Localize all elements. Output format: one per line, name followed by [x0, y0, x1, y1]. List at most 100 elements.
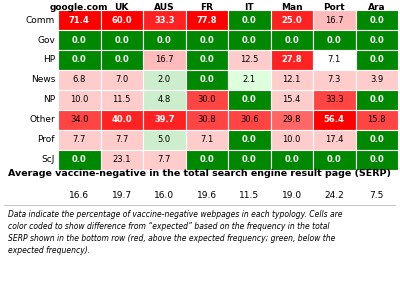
- Text: IT: IT: [244, 3, 254, 12]
- Text: 11.5: 11.5: [112, 95, 131, 104]
- Text: Port: Port: [324, 3, 345, 12]
- Text: Other: Other: [29, 115, 55, 124]
- Text: 0.0: 0.0: [199, 75, 214, 84]
- Text: 7.5: 7.5: [370, 191, 384, 200]
- Bar: [143, 10, 186, 30]
- Text: 30.8: 30.8: [198, 115, 216, 124]
- Bar: [58, 30, 100, 50]
- Text: 15.8: 15.8: [368, 115, 386, 124]
- Text: 0.0: 0.0: [284, 36, 299, 45]
- Bar: [186, 50, 228, 70]
- Bar: [100, 10, 143, 30]
- Bar: [356, 70, 398, 90]
- Text: 12.1: 12.1: [282, 75, 301, 84]
- Bar: [270, 90, 313, 110]
- Text: 0.0: 0.0: [72, 155, 87, 164]
- Text: 77.8: 77.8: [196, 16, 217, 25]
- Bar: [100, 130, 143, 150]
- Text: News: News: [31, 75, 55, 84]
- Text: 0.0: 0.0: [242, 155, 257, 164]
- Bar: [100, 50, 143, 70]
- Text: google.com: google.com: [50, 3, 108, 12]
- Text: UK: UK: [114, 3, 129, 12]
- Text: 0.0: 0.0: [242, 135, 257, 144]
- Text: 33.3: 33.3: [154, 16, 174, 25]
- Bar: [58, 50, 100, 70]
- Text: Comm: Comm: [26, 16, 55, 25]
- Bar: [356, 50, 398, 70]
- Text: ScJ: ScJ: [42, 155, 55, 164]
- Bar: [270, 10, 313, 30]
- Text: 0.0: 0.0: [327, 155, 342, 164]
- Text: 10.0: 10.0: [282, 135, 301, 144]
- Text: 23.1: 23.1: [112, 155, 131, 164]
- Text: 0.0: 0.0: [72, 55, 87, 64]
- Text: 4.8: 4.8: [158, 95, 171, 104]
- Bar: [356, 130, 398, 150]
- Bar: [186, 110, 228, 130]
- Text: 40.0: 40.0: [112, 115, 132, 124]
- Bar: [270, 50, 313, 70]
- Text: 0.0: 0.0: [327, 36, 342, 45]
- Bar: [100, 70, 143, 90]
- Bar: [313, 10, 356, 30]
- Bar: [143, 70, 186, 90]
- Bar: [270, 150, 313, 170]
- Text: Data indicate the percentage of vaccine-negative webpages in each typology. Cell: Data indicate the percentage of vaccine-…: [8, 210, 342, 255]
- Bar: [313, 30, 356, 50]
- Text: 0.0: 0.0: [199, 155, 214, 164]
- Text: 7.7: 7.7: [115, 135, 128, 144]
- Bar: [228, 50, 270, 70]
- Text: 12.5: 12.5: [240, 55, 258, 64]
- Text: Ara: Ara: [368, 3, 386, 12]
- Bar: [143, 50, 186, 70]
- Bar: [313, 70, 356, 90]
- Text: HP: HP: [43, 55, 55, 64]
- Text: AUS: AUS: [154, 3, 174, 12]
- Text: 3.9: 3.9: [370, 75, 383, 84]
- Text: 25.0: 25.0: [281, 16, 302, 25]
- Bar: [313, 50, 356, 70]
- Text: 0.0: 0.0: [369, 16, 384, 25]
- Bar: [270, 30, 313, 50]
- Bar: [228, 110, 270, 130]
- Bar: [186, 30, 228, 50]
- Text: 30.6: 30.6: [240, 115, 258, 124]
- Bar: [186, 10, 228, 30]
- Bar: [186, 130, 228, 150]
- Text: 33.3: 33.3: [325, 95, 344, 104]
- Bar: [313, 110, 356, 130]
- Bar: [228, 70, 270, 90]
- Bar: [356, 150, 398, 170]
- Text: 0.0: 0.0: [242, 36, 257, 45]
- Bar: [270, 130, 313, 150]
- Text: 24.2: 24.2: [324, 191, 344, 200]
- Bar: [228, 30, 270, 50]
- Text: 11.5: 11.5: [239, 191, 259, 200]
- Text: 0.0: 0.0: [114, 55, 129, 64]
- Text: 39.7: 39.7: [154, 115, 174, 124]
- Text: 34.0: 34.0: [70, 115, 88, 124]
- Bar: [143, 130, 186, 150]
- Text: 29.8: 29.8: [282, 115, 301, 124]
- Text: 7.7: 7.7: [158, 155, 171, 164]
- Text: 15.4: 15.4: [282, 95, 301, 104]
- Text: 0.0: 0.0: [369, 36, 384, 45]
- Text: 7.1: 7.1: [328, 55, 341, 64]
- Bar: [356, 30, 398, 50]
- Text: 30.0: 30.0: [198, 95, 216, 104]
- Text: 17.4: 17.4: [325, 135, 344, 144]
- Text: 56.4: 56.4: [324, 115, 345, 124]
- Text: 0.0: 0.0: [72, 36, 87, 45]
- Text: Man: Man: [281, 3, 302, 12]
- Bar: [356, 10, 398, 30]
- Text: 16.6: 16.6: [69, 191, 89, 200]
- Bar: [143, 110, 186, 130]
- Bar: [313, 150, 356, 170]
- Bar: [313, 130, 356, 150]
- Text: 71.4: 71.4: [69, 16, 90, 25]
- Text: 0.0: 0.0: [114, 36, 129, 45]
- Bar: [313, 90, 356, 110]
- Text: 2.1: 2.1: [243, 75, 256, 84]
- Bar: [228, 90, 270, 110]
